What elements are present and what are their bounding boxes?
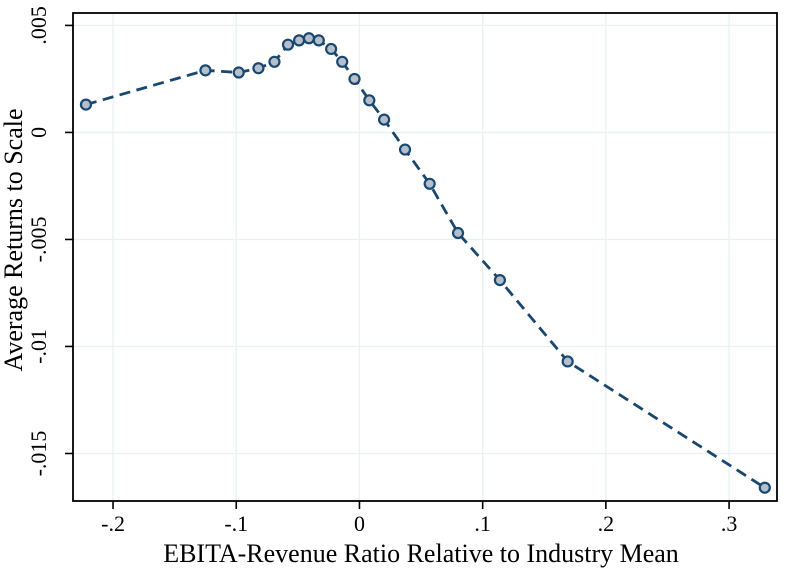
x-tick-label: .2 [598,511,615,536]
y-tick-label: -.005 [26,217,51,263]
x-tick-label: 0 [354,511,365,536]
series-line [85,36,766,489]
data-point-marker [268,55,281,68]
data-point-marker [348,72,361,86]
data-point-marker [451,226,465,240]
data-point-marker [423,177,436,190]
x-tick-label: -.2 [101,511,125,536]
x-tick-label: .1 [474,511,491,536]
x-tick-label: -.1 [224,511,248,536]
data-point-marker [281,38,295,51]
y-axis-title: Average Returns to Scale [0,108,28,371]
y-tick-label: .005 [26,6,51,45]
y-tick-label: 0 [26,127,51,138]
data-point-marker [561,355,574,368]
data-point-marker [398,143,412,156]
data-point-marker [79,98,93,111]
data-point-marker [363,94,376,107]
data-point-marker [199,64,212,77]
axis-layer: -.2 -.1 0 .1 .2 .3 .005 0 -.005 -.01 -.015 [26,6,778,536]
x-tick-label: .3 [721,511,738,536]
data-point-marker [336,55,349,68]
grid-layer [73,13,777,501]
series-layer [79,32,771,494]
data-point-marker [232,66,245,79]
data-point-marker [302,32,316,45]
data-point-marker [292,34,306,47]
y-tick-label: -.015 [26,431,51,477]
data-point-marker [493,274,507,287]
data-point-marker [758,481,771,494]
plot-border [72,12,778,502]
y-tick-label: -.01 [26,329,51,364]
data-point-marker [312,34,325,47]
data-point-marker [325,42,338,56]
data-point-marker [377,113,391,126]
x-axis-title: EBITA-Revenue Ratio Relative to Industry… [163,539,679,568]
data-point-marker [252,62,265,75]
